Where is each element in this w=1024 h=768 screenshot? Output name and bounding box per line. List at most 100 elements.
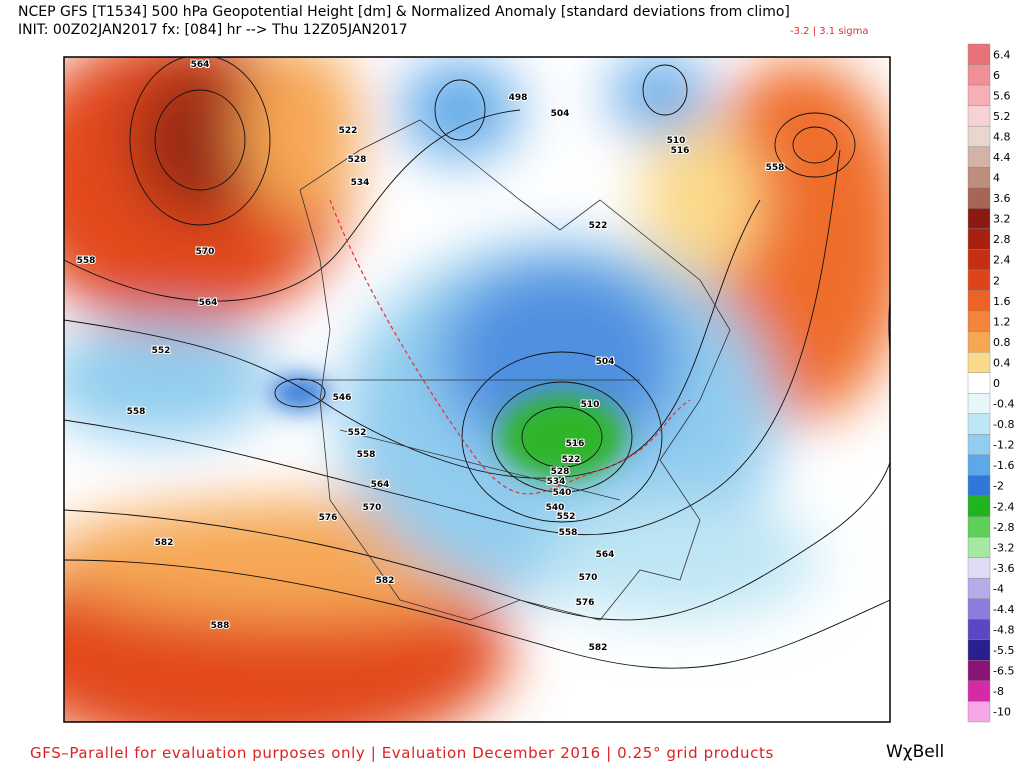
- contour-label: 522: [562, 455, 581, 465]
- title: NCEP GFS [T1534] 500 hPa Geopotential He…: [18, 4, 790, 20]
- colorbar-swatch: [967, 208, 991, 230]
- colorbar-label: -5.5: [993, 644, 1014, 657]
- contour-label: 564: [596, 550, 615, 560]
- contour-label: 510: [667, 136, 686, 146]
- footer-text: GFS–Parallel for evaluation purposes onl…: [30, 744, 774, 762]
- contour-label: 516: [671, 146, 690, 156]
- contour-label: 540: [553, 488, 572, 498]
- colorbar-swatch: [967, 639, 991, 661]
- contour-label: 528: [348, 155, 367, 165]
- colorbar-swatch: [967, 269, 991, 291]
- colorbar-label: -0.4: [993, 398, 1014, 411]
- brand: WχBell: [886, 742, 945, 762]
- contour-label: 576: [576, 598, 595, 608]
- init-line: INIT: 00Z02JAN2017 fx: [084] hr --> Thu …: [18, 22, 408, 38]
- colorbar-swatch: [967, 187, 991, 209]
- contour-label: 504: [596, 357, 615, 367]
- contour-label: 564: [191, 60, 210, 70]
- contour-label: 582: [589, 643, 608, 653]
- coastlines: [299, 119, 731, 621]
- contour-label: 534: [351, 178, 370, 188]
- contour-label: 570: [363, 503, 382, 513]
- contour-label: 558: [559, 528, 578, 538]
- contour-label: 546: [333, 393, 352, 403]
- colorbar-swatch: [967, 619, 991, 641]
- colorbar-label: -10: [993, 706, 1011, 719]
- colorbar-swatch: [967, 434, 991, 456]
- colorbar-label: -2: [993, 480, 1004, 493]
- colorbar-label: 4.4: [993, 151, 1011, 164]
- contour-label: 528: [766, 163, 785, 173]
- colorbar-swatch: [967, 393, 991, 415]
- contour-label: 564: [371, 480, 390, 490]
- contour-label: 552: [152, 346, 171, 356]
- colorbar-label: 4.8: [993, 130, 1011, 143]
- colorbar-swatch: [967, 290, 991, 312]
- contour-label: 558: [766, 163, 785, 173]
- colorbar-swatch: [967, 105, 991, 127]
- colorbar-swatch: [967, 454, 991, 476]
- contour-label: 558: [127, 407, 146, 417]
- contour-label: 558: [77, 256, 96, 266]
- contour-label: 522: [589, 221, 608, 231]
- colorbar-label: 5.2: [993, 110, 1011, 123]
- colorbar-swatch: [967, 43, 991, 65]
- height-contours: [64, 57, 890, 669]
- anomaly-field: [64, 57, 890, 722]
- colorbar-swatch: [967, 228, 991, 250]
- contour-label: 582: [155, 538, 174, 548]
- colorbar-swatch: [967, 557, 991, 579]
- colorbar-swatch: [967, 475, 991, 497]
- colorbar-label: -0.8: [993, 418, 1014, 431]
- colorbar-label: -3.2: [993, 541, 1014, 554]
- contour-label: 552: [557, 512, 576, 522]
- colorbar-label: 0.4: [993, 356, 1011, 369]
- contour-label: 498: [509, 93, 528, 103]
- colorbar-swatch: [967, 146, 991, 168]
- colorbar-label: 1.6: [993, 295, 1011, 308]
- colorbar-label: -1.2: [993, 439, 1014, 452]
- colorbar-label: 3.6: [993, 192, 1011, 205]
- colorbar-swatch: [967, 495, 991, 517]
- colorbar-swatch: [967, 660, 991, 682]
- contour-label: 528: [551, 467, 570, 477]
- colorbar-label: -1.6: [993, 459, 1014, 472]
- colorbar-label: 1.2: [993, 315, 1011, 328]
- contour-label: 534: [547, 477, 566, 487]
- colorbar-label: 2.8: [993, 233, 1011, 246]
- colorbar-swatch: [967, 84, 991, 106]
- colorbar-label: 6: [993, 69, 1000, 82]
- contour-label: 552: [348, 428, 367, 438]
- colorbar-swatch: [967, 701, 991, 723]
- colorbar-label: -2.8: [993, 521, 1014, 534]
- colorbar-label: 2.4: [993, 254, 1011, 267]
- contour-label: 570: [579, 573, 598, 583]
- colorbar-swatch: [967, 372, 991, 394]
- colorbar-label: -8: [993, 685, 1004, 698]
- contour-label: 522: [339, 126, 358, 136]
- colorbar-swatch: [967, 64, 991, 86]
- sigma-range: -3.2 | 3.1 sigma: [790, 26, 869, 37]
- colorbar-label: -6.5: [993, 665, 1014, 678]
- colorbar-swatch: [967, 577, 991, 599]
- contour-label: 570: [196, 247, 215, 257]
- colorbar-label: -2.4: [993, 500, 1014, 513]
- colorbar-swatch: [967, 351, 991, 373]
- contour-label: 540: [546, 503, 565, 513]
- colorbar-label: 6.4: [993, 48, 1011, 61]
- colorbar-label: 0.8: [993, 336, 1011, 349]
- colorbar-swatch: [967, 680, 991, 702]
- contour-label: 558: [357, 450, 376, 460]
- colorbar-label: -4.8: [993, 624, 1014, 637]
- colorbar-label: -4.4: [993, 603, 1014, 616]
- contour-label: 504: [551, 109, 570, 119]
- colorbar-swatch: [967, 331, 991, 353]
- contour-label: 576: [319, 513, 338, 523]
- contour-label: 510: [581, 400, 600, 410]
- colorbar-label: 0: [993, 377, 1000, 390]
- colorbar-swatch: [967, 598, 991, 620]
- colorbar-label: 4: [993, 172, 1000, 185]
- colorbar-label: 5.6: [993, 89, 1011, 102]
